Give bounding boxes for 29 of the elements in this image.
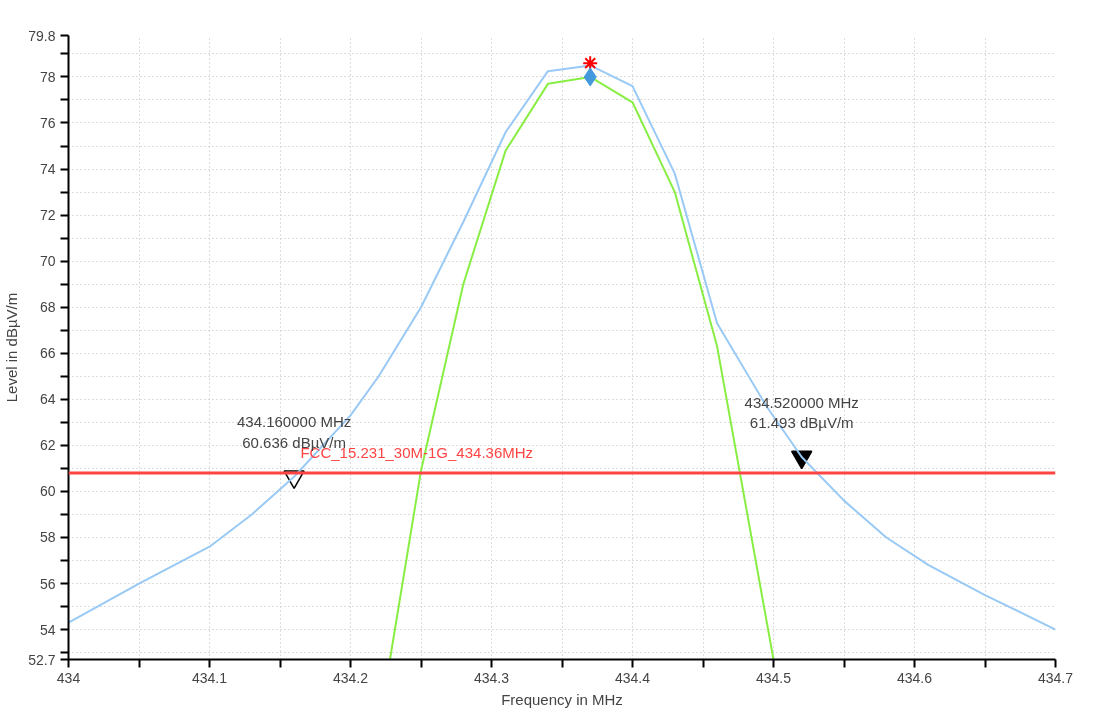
point	[582, 55, 599, 72]
y-tick-label: 72	[39, 207, 56, 224]
y-tick-label: 70	[39, 253, 56, 270]
y-tick-label: 60	[39, 483, 56, 500]
x-tick-label: 434.2	[332, 669, 369, 686]
y-tick-label: 58	[39, 529, 56, 546]
x-tick-label: 434.7	[1037, 669, 1074, 686]
annotation: 434.520000 MHz 61.493 dBµV/m	[744, 393, 859, 432]
y-tick-label: 76	[39, 115, 56, 131]
x-tick-label: 434.5	[755, 669, 792, 686]
y-tick-label: 56	[39, 575, 56, 592]
y-tick-label: 62	[39, 437, 56, 454]
y-tick-label: 66	[39, 345, 56, 362]
x-tick-label: 434.1	[191, 669, 228, 686]
y-axis-title: Level in dBµV/m	[3, 292, 21, 403]
y-tick-label: 52.7	[28, 651, 56, 668]
y-tick-label: 74	[39, 161, 56, 178]
line-series	[68, 64, 1056, 631]
y-tick-label: 79.8	[28, 27, 56, 44]
x-tick-label: 434	[56, 669, 81, 686]
y-tick-label: 68	[39, 299, 56, 316]
y-tick-label: 64	[39, 391, 56, 408]
x-tick-label: 434.3	[473, 669, 510, 686]
x-tick-label: 434.6	[896, 669, 933, 686]
y-tick-label: 78	[39, 68, 56, 85]
y-tick-label: 54	[39, 621, 56, 638]
x-tick-label: 434.4	[614, 669, 651, 686]
x-axis-title: Frequency in MHz	[501, 690, 623, 708]
point	[583, 67, 597, 87]
